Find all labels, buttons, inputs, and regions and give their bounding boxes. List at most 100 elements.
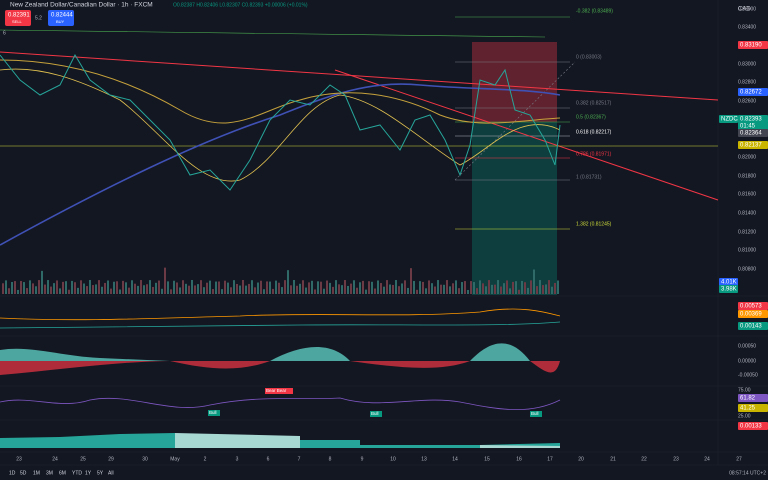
volume-bar (230, 287, 232, 294)
volume-bar (458, 288, 460, 294)
volume-bar (524, 282, 526, 294)
volume-bar (80, 280, 82, 294)
range-button[interactable]: 5D (20, 470, 27, 476)
price-tag (738, 404, 768, 412)
time-tick: May (170, 456, 180, 462)
price-tag-text: 0.00369 (740, 312, 762, 318)
volume-bar (218, 281, 220, 294)
range-button[interactable]: 1Y (85, 470, 92, 476)
volume-bar (59, 288, 61, 294)
volume-bar (215, 281, 217, 294)
volume-bar (98, 280, 100, 294)
range-button[interactable]: 3M (46, 470, 53, 476)
volume-bar (65, 281, 67, 294)
volume-bar (485, 286, 487, 294)
fib-label: 0.382 (0.82517) (576, 100, 612, 106)
volume-bar (77, 287, 79, 294)
price-tag-text: 0.00133 (740, 424, 762, 430)
fib-label: 1.382 (0.81245) (576, 221, 612, 227)
volume-bar (152, 286, 154, 294)
price-tick: 0.83600 (738, 6, 756, 12)
time-tick: 25 (80, 456, 86, 462)
volume-bar (194, 285, 196, 294)
volume-bar (443, 284, 445, 294)
range-button[interactable]: YTD (72, 470, 82, 476)
signal-text: Bear Bear (266, 388, 287, 393)
volume-bar (401, 283, 403, 294)
volume-bar (374, 288, 376, 294)
volume-bar (170, 289, 172, 294)
time-tick: 8 (329, 456, 332, 462)
volume-bar (515, 281, 517, 294)
volume-bar (467, 289, 469, 294)
volume-bar (491, 284, 493, 294)
volume-bar (116, 281, 118, 294)
volume-bar (335, 280, 337, 294)
dividers (0, 0, 768, 466)
range-button[interactable]: All (108, 470, 114, 476)
time-tick: 9 (361, 456, 364, 462)
volume-bar (431, 283, 433, 294)
volume-bar (209, 280, 211, 294)
price-tick: 0.82000 (738, 154, 756, 160)
volume-bar (245, 285, 247, 294)
volume-bar (539, 280, 541, 294)
volume-bar (527, 287, 529, 294)
volume-bar (440, 284, 442, 294)
fib-label: 1 (0.81731) (576, 174, 602, 180)
time-tick: 14 (452, 456, 458, 462)
volume-bar (554, 282, 556, 294)
range-button[interactable]: 1M (33, 470, 40, 476)
price-tag (719, 115, 738, 123)
range-button[interactable]: 6M (59, 470, 66, 476)
volume-bar (206, 282, 208, 294)
clock: 08:57:14 UTC+2 (729, 470, 766, 476)
volume-bar (452, 283, 454, 294)
volume-bar (293, 280, 295, 294)
volume-bar (173, 280, 175, 294)
volume-bar (38, 280, 40, 294)
volume-bar (470, 281, 472, 294)
volume-bar (62, 281, 64, 294)
range-button[interactable]: 5Y (97, 470, 104, 476)
volume-bar (488, 280, 490, 294)
panel-tick: 0.00050 (738, 343, 756, 349)
price-tag-text: 0.82137 (740, 143, 762, 149)
volume-bar (248, 283, 250, 294)
volume-bar (254, 287, 256, 294)
volume-bar (371, 281, 373, 294)
sell-button[interactable] (5, 10, 31, 26)
volume-bar (203, 287, 205, 294)
time-tick: 24 (52, 456, 58, 462)
volume-bar (92, 285, 94, 294)
volume-bar (551, 286, 553, 294)
volume-bar (521, 280, 523, 294)
volume-bar (506, 280, 508, 294)
volume-bar (137, 285, 139, 294)
price-tag-text: 4.01K (721, 280, 737, 286)
volume-bar (449, 286, 451, 294)
range-button[interactable]: 1D (9, 470, 16, 476)
volume-bar (545, 284, 547, 294)
time-tick: 22 (641, 456, 647, 462)
volume-bar (395, 280, 397, 294)
volume-bar (557, 280, 559, 294)
price-tag (738, 422, 768, 430)
price-tick: 0.81000 (738, 247, 756, 253)
time-tick: 3 (236, 456, 239, 462)
volume-bar (239, 285, 241, 294)
volume-bar (323, 288, 325, 294)
volume-bar (392, 284, 394, 294)
volume-bar (113, 281, 115, 294)
volume-bar (200, 280, 202, 294)
buy-button[interactable] (48, 10, 74, 26)
price-tag-text: 0.82393 (740, 117, 762, 123)
volume-bar (68, 289, 70, 294)
volume-bar (224, 280, 226, 294)
volume-bar (236, 283, 238, 294)
volume-bar (398, 286, 400, 294)
time-tick: 30 (142, 456, 148, 462)
volume-bar (461, 282, 463, 294)
time-tick: 2 (204, 456, 207, 462)
ohlc: O0.82387 H0.82406 L0.82307 C0.82393 +0.0… (173, 2, 308, 8)
